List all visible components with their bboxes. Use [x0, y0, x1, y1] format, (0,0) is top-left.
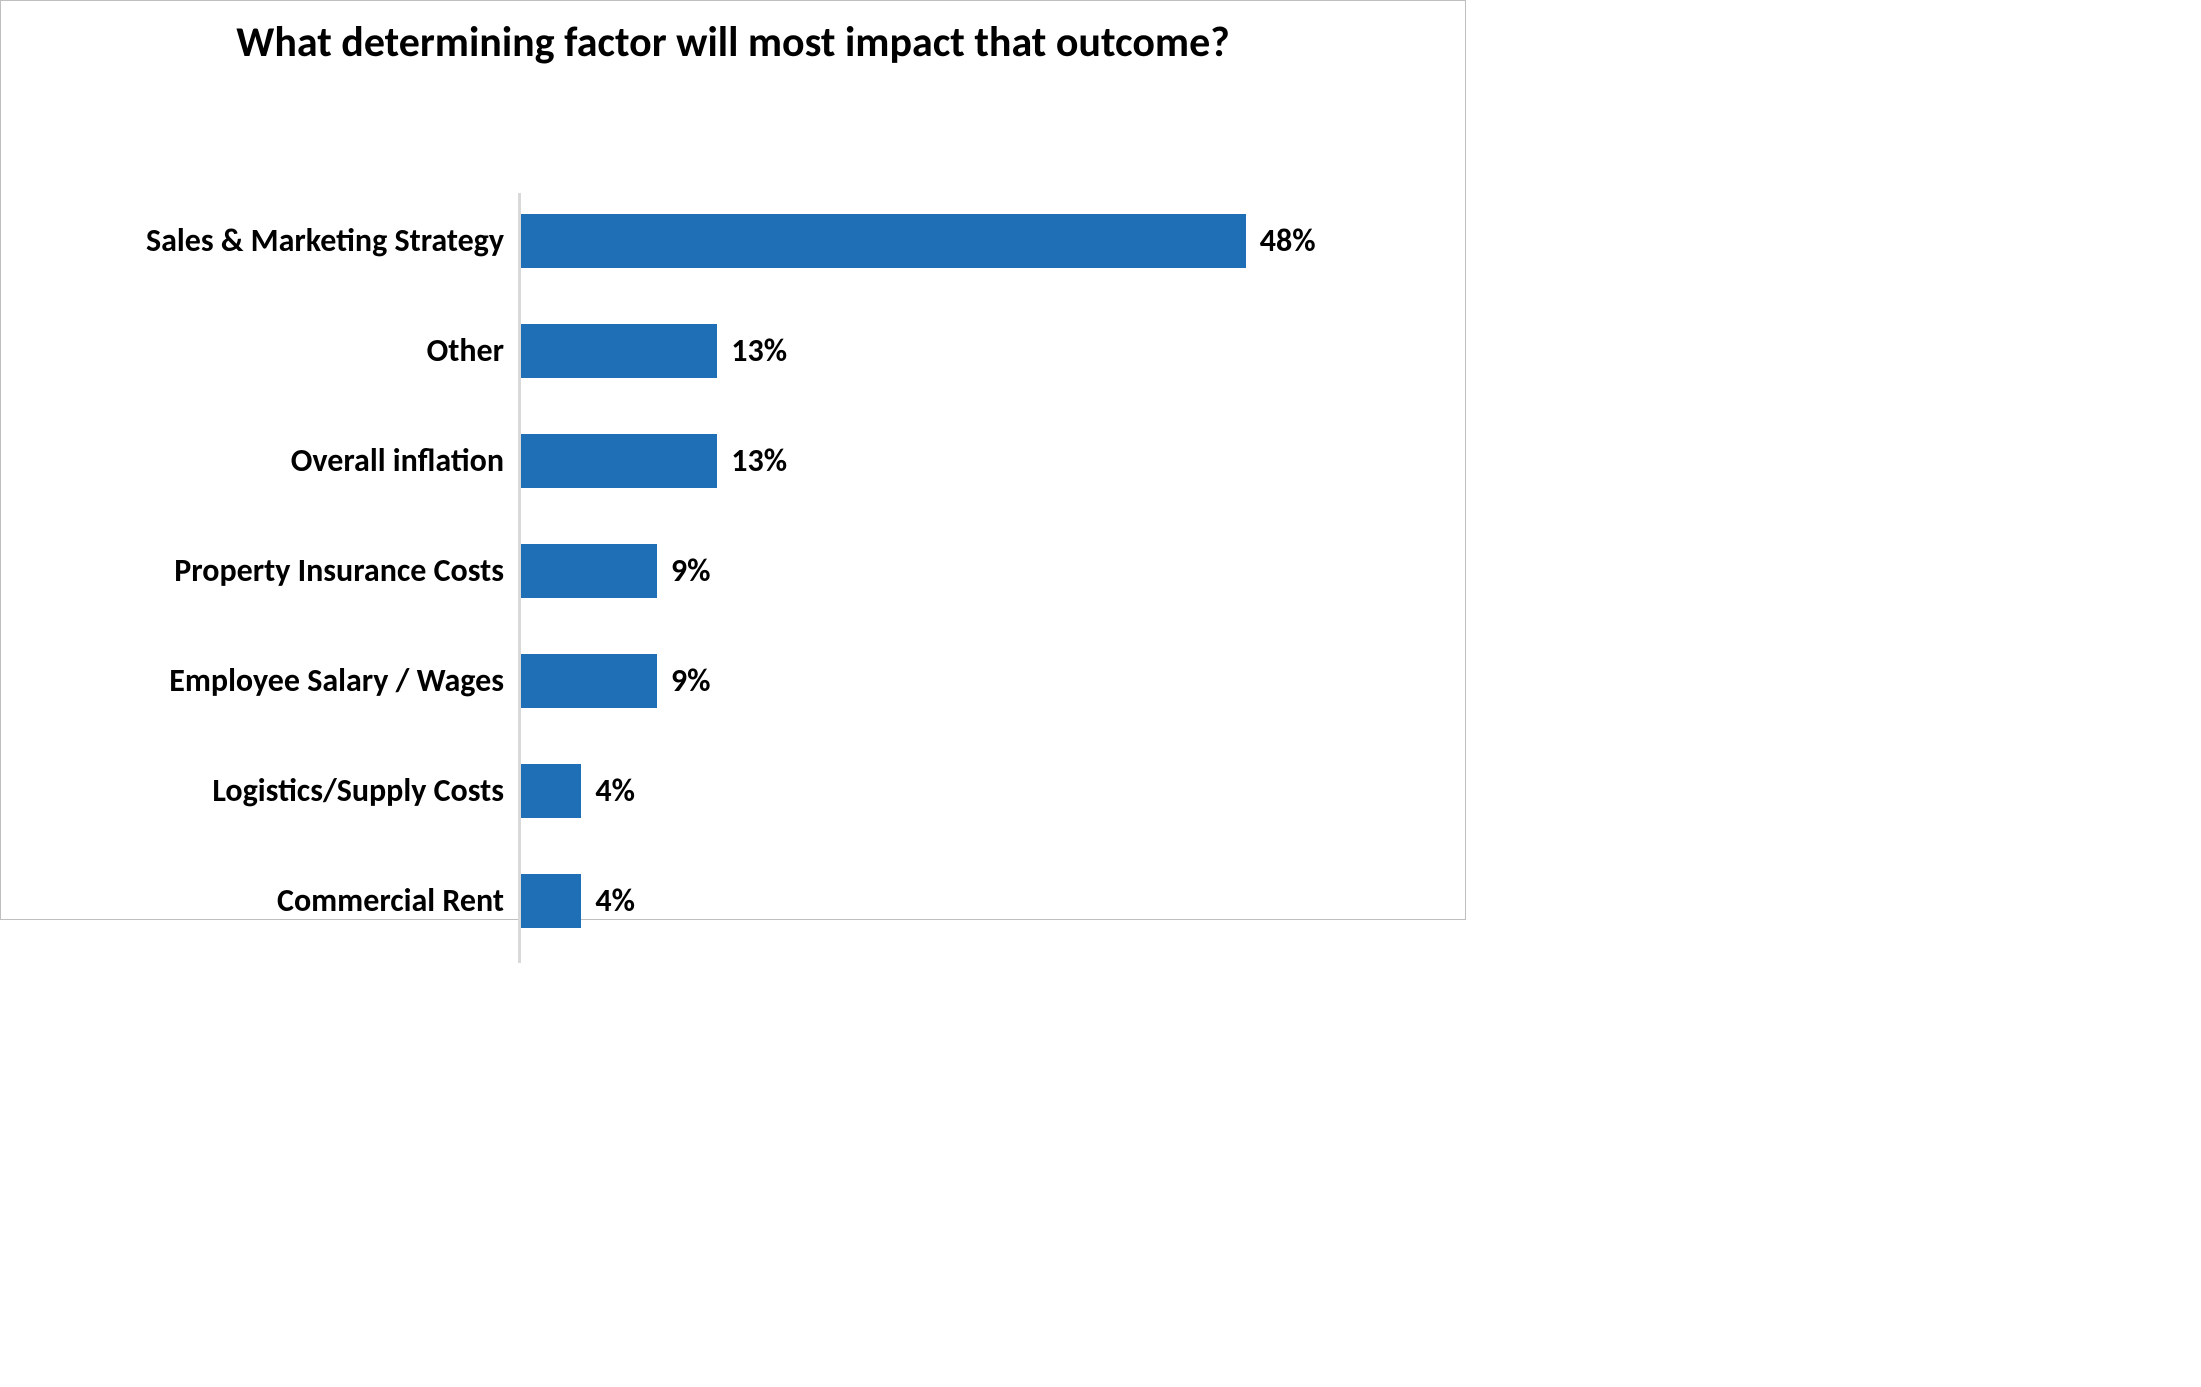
bar: [521, 544, 657, 598]
bar: [521, 214, 1246, 268]
value-label: 4%: [595, 881, 635, 920]
category-label: Other: [427, 331, 504, 370]
category-label: Commercial Rent: [277, 881, 504, 920]
value-label: 4%: [595, 771, 635, 810]
chart-title: What determining factor will most impact…: [1, 1, 1465, 73]
bar: [521, 764, 581, 818]
category-label: Employee Salary / Wages: [169, 661, 504, 700]
bar: [521, 654, 657, 708]
category-label: Sales & Marketing Strategy: [146, 221, 504, 260]
value-label: 9%: [671, 551, 711, 590]
bar: [521, 874, 581, 928]
plot-area: Sales & Marketing Strategy 48% Other 13% Ove…: [1, 73, 1467, 993]
chart-container: What determining factor will most impact…: [0, 0, 1466, 920]
category-label: Property Insurance Costs: [174, 551, 504, 590]
value-label: 13%: [731, 331, 787, 370]
value-label: 9%: [671, 661, 711, 700]
category-label: Overall inflation: [291, 441, 504, 480]
category-label: Logistics/Supply Costs: [212, 771, 504, 810]
value-label: 48%: [1260, 221, 1316, 260]
bar: [521, 434, 717, 488]
bar: [521, 324, 717, 378]
value-label: 13%: [731, 441, 787, 480]
